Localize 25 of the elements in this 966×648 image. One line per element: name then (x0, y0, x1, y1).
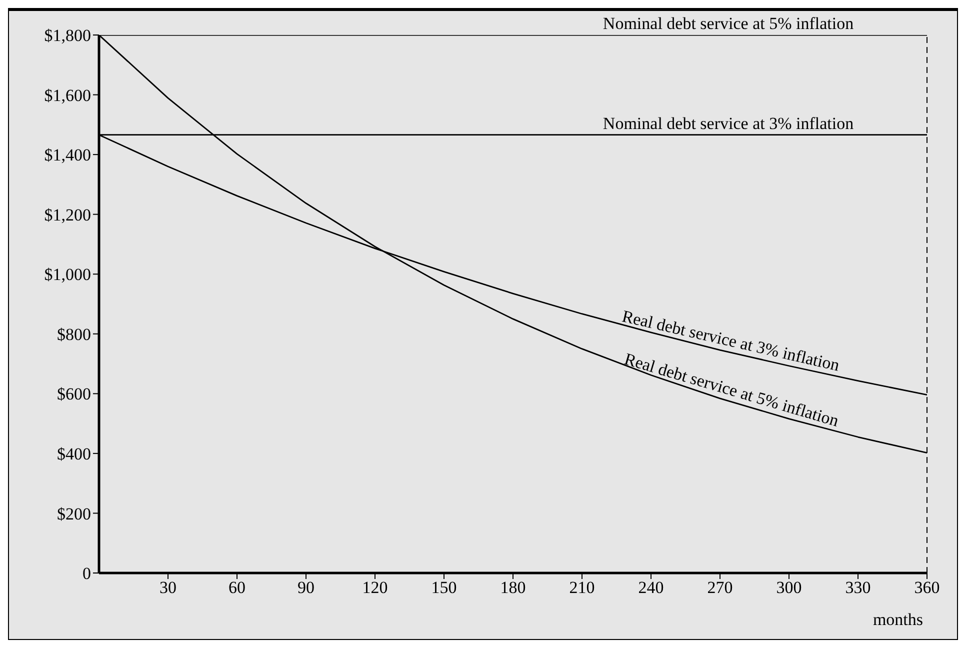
y-tick-label: $1,400 (44, 146, 91, 165)
x-tick-label: 150 (431, 578, 457, 598)
x-tick-label: 120 (362, 578, 388, 598)
series-label: Nominal debt service at 3% inflation (602, 114, 854, 133)
x-tick-label: 360 (914, 578, 940, 598)
x-tick-label: 90 (298, 578, 314, 598)
x-tick-label: 210 (569, 578, 595, 598)
y-tick-label: $200 (57, 504, 91, 524)
y-tick-label: $1,600 (44, 86, 91, 105)
x-tick-label: 240 (638, 578, 664, 598)
series-label: Nominal debt service at 5% inflation (602, 14, 854, 33)
y-tick-label: $1,000 (44, 265, 91, 284)
y-tick-label: $800 (57, 324, 91, 344)
x-tick-label: 300 (776, 578, 802, 598)
y-tick-label: 0 (82, 564, 91, 584)
x-tick-label: 180 (500, 578, 526, 598)
y-tick-label: $1,800 (44, 26, 91, 46)
x-tick-label: 30 (160, 578, 176, 598)
x-tick-label: 270 (707, 578, 733, 598)
x-axis-title: months (872, 610, 923, 629)
x-tick-label: 330 (845, 578, 871, 598)
y-tick-label: $600 (57, 384, 91, 404)
y-tick-label: $400 (57, 444, 91, 464)
x-tick-label: 60 (228, 578, 246, 598)
y-tick-label: $1,200 (44, 205, 91, 224)
